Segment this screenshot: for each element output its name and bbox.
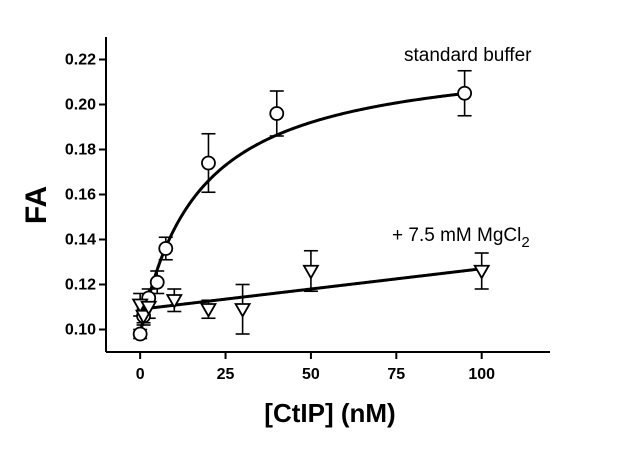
y-tick-label: 0.12 bbox=[65, 277, 96, 294]
data-markers bbox=[131, 85, 491, 342]
x-tick-label: 25 bbox=[217, 366, 235, 383]
point-mgcl2 bbox=[302, 264, 320, 280]
point-mgcl2 bbox=[473, 264, 491, 280]
annotation-mgcl2-main: + 7.5 mM MgCl bbox=[392, 225, 521, 246]
point-standard bbox=[201, 155, 216, 171]
y-tick-label: 0.16 bbox=[65, 187, 96, 204]
point-standard bbox=[269, 106, 285, 121]
y-tick-label: 0.22 bbox=[65, 52, 96, 69]
point-mgcl2 bbox=[199, 303, 218, 319]
fit-curve-standard bbox=[138, 92, 465, 335]
annotation-mgcl2-subscript: 2 bbox=[521, 234, 529, 251]
y-ticks: 0.10 0.12 0.14 0.16 0.18 0.20 0.22 bbox=[65, 52, 106, 339]
annotation-standard-buffer: standard buffer bbox=[404, 45, 532, 66]
y-tick-label: 0.20 bbox=[65, 97, 96, 114]
y-tick-label: 0.14 bbox=[65, 232, 96, 249]
y-tick-label: 0.18 bbox=[65, 142, 96, 159]
x-tick-label: 75 bbox=[387, 366, 405, 383]
x-tick-label: 0 bbox=[136, 366, 145, 383]
error-bars bbox=[133, 69, 489, 340]
x-axis-title: [CtIP] (nM) bbox=[264, 398, 395, 428]
x-tick-label: 50 bbox=[302, 366, 320, 383]
annotation-mgcl2: + 7.5 mM MgCl2 bbox=[392, 225, 530, 251]
y-tick-label: 0.10 bbox=[65, 322, 96, 339]
point-standard bbox=[457, 85, 473, 101]
point-mgcl2 bbox=[140, 300, 158, 316]
fit-curves bbox=[138, 92, 482, 335]
x-tick-label: 100 bbox=[468, 366, 495, 383]
x-ticks: 0 25 50 75 100 bbox=[136, 352, 495, 383]
point-standard bbox=[149, 274, 165, 290]
y-axis-title: FA bbox=[20, 186, 53, 224]
point-mgcl2 bbox=[165, 294, 183, 310]
point-mgcl2 bbox=[234, 303, 252, 319]
point-standard bbox=[132, 326, 148, 342]
point-standard bbox=[158, 241, 174, 256]
point-mgcl2 bbox=[135, 309, 153, 325]
